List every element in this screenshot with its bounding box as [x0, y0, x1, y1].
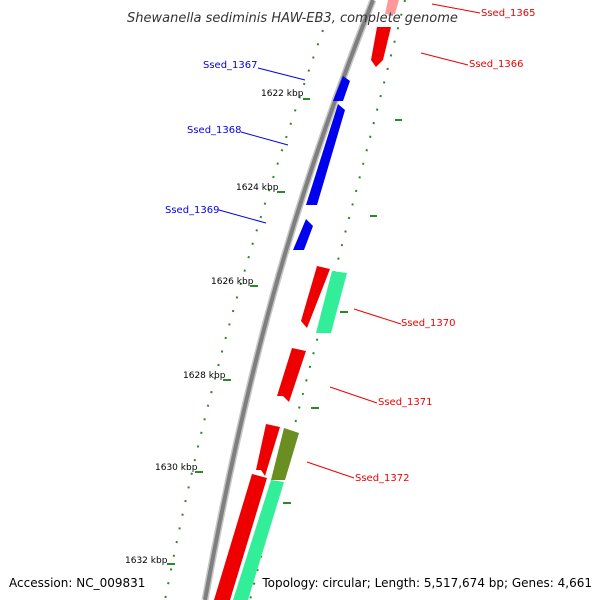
gene-label-ssed-1365: Ssed_1365 [481, 8, 536, 19]
gene-ssed-1366[interactable] [371, 27, 391, 67]
gene-ssed-1368[interactable] [306, 104, 345, 205]
inner-ticks [167, 98, 310, 565]
gene-label-ssed-1369: Ssed_1369 [165, 205, 220, 216]
kbp-label-1632: 1632 kbp [125, 556, 168, 566]
outer-ticks [283, 119, 402, 504]
olive-feature-ssed-1372[interactable] [271, 428, 299, 480]
accession-label: Accession: NC_009831 [9, 576, 146, 590]
kbp-label-1630: 1630 kbp [155, 463, 198, 473]
gene-label-ssed-1370: Ssed_1370 [401, 318, 456, 329]
rrna-ssed-1370[interactable] [316, 271, 347, 333]
gene-label-ssed-1367: Ssed_1367 [203, 60, 258, 71]
gene-label-ssed-1368: Ssed_1368 [187, 125, 242, 136]
gene-ssed-1365[interactable] [385, 0, 399, 14]
label-connectors [218, 3, 481, 479]
kbp-label-1622: 1622 kbp [261, 89, 304, 99]
gene-label-ssed-1372: Ssed_1372 [355, 473, 410, 484]
gene-ssed-1371[interactable] [277, 348, 306, 402]
gene-ssed-1372[interactable] [256, 424, 280, 476]
gene-ssed-1370[interactable] [301, 266, 330, 328]
gene-label-ssed-1371: Ssed_1371 [378, 397, 433, 408]
rrna-bottom-teal[interactable] [233, 480, 284, 600]
kbp-label-1628: 1628 kbp [183, 371, 226, 381]
kbp-label-1624: 1624 kbp [236, 183, 279, 193]
gene-ssed-1367[interactable] [333, 76, 350, 101]
map-title: Shewanella sediminis HAW-EB3, complete g… [127, 11, 458, 26]
genome-summary: Topology: circular; Length: 5,517,674 bp… [262, 576, 592, 590]
gene-bottom-red[interactable] [214, 474, 267, 600]
kbp-label-1626: 1626 kbp [211, 277, 254, 287]
gene-label-ssed-1366: Ssed_1366 [469, 59, 524, 70]
gene-ssed-1369[interactable] [293, 219, 313, 250]
